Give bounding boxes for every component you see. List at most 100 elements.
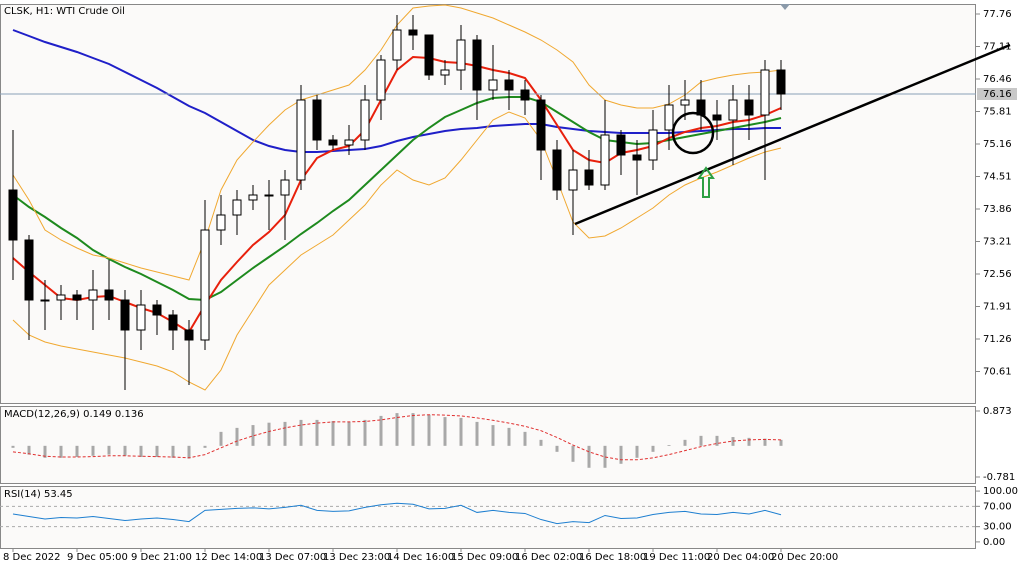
macd-bar: [171, 445, 175, 458]
candle-body: [360, 99, 370, 141]
macd-bar: [443, 417, 447, 446]
x-tick-label: 16 Dec 18:00: [579, 552, 646, 563]
candle-body: [168, 314, 178, 331]
candle-body: [328, 139, 338, 146]
macd-bar: [699, 435, 703, 446]
indicator-line: [12, 111, 782, 391]
candle-body: [248, 194, 258, 201]
macd-panel: [0, 406, 976, 484]
macd-bar: [779, 439, 783, 446]
macd-bar: [331, 421, 335, 446]
macd-bar: [155, 445, 159, 458]
candle-body: [744, 99, 754, 116]
macd-bar: [395, 413, 399, 446]
macd-bar: [347, 421, 351, 446]
candle-body: [504, 79, 514, 91]
candle-body: [104, 289, 114, 301]
macd-bar: [11, 445, 15, 448]
macd-bar: [75, 445, 79, 458]
candle-body: [312, 99, 322, 141]
macd-bar: [587, 445, 591, 468]
y-tick-label: -0.781: [983, 472, 1015, 483]
up-arrow: [697, 166, 715, 198]
candle-body: [216, 214, 226, 231]
current-price-label: 76.16: [983, 89, 1012, 100]
macd-bar: [267, 422, 271, 446]
x-tick-label: 12 Dec 14:00: [195, 552, 262, 563]
y-tick-label: 0.00: [983, 537, 1005, 548]
candle-body: [200, 229, 210, 341]
candle-body: [728, 99, 738, 121]
macd-bar: [139, 445, 143, 458]
current-price-box: [977, 88, 1017, 100]
y-tick-label: 100.00: [983, 486, 1018, 497]
x-tick-label: 16 Dec 02:00: [515, 552, 582, 563]
candle-body: [584, 169, 594, 186]
macd-bar: [635, 445, 639, 458]
macd-bar: [251, 425, 255, 446]
y-tick-label: 75.81: [983, 107, 1012, 118]
macd-bar: [683, 439, 687, 446]
macd-bar: [379, 415, 383, 446]
rsi-title: RSI(14) 53.45: [4, 489, 73, 500]
macd-bar: [491, 425, 495, 446]
macd-bar: [603, 445, 607, 468]
candle-body: [776, 69, 786, 95]
x-tick-label: 13 Dec 07:00: [259, 552, 326, 563]
price-panel: [0, 4, 976, 404]
macd-bar: [763, 438, 767, 446]
x-tick-label: 9 Dec 05:00: [67, 552, 128, 563]
y-tick-label: 70.00: [983, 501, 1012, 512]
macd-bar: [299, 419, 303, 446]
y-tick-label: 0.873: [983, 406, 1012, 417]
candle-body: [376, 59, 386, 101]
candle-body: [664, 104, 674, 131]
candle-body: [648, 129, 658, 161]
candle-body: [472, 39, 482, 91]
macd-bar: [283, 421, 287, 446]
candle-body: [616, 134, 626, 156]
shift-marker: [780, 4, 790, 10]
macd-bar: [411, 413, 415, 446]
x-tick-label: 20 Dec 20:00: [771, 552, 838, 563]
candle-body: [24, 239, 34, 301]
macd-bar: [523, 431, 527, 446]
candle-body: [8, 189, 18, 241]
candle-body: [552, 149, 562, 191]
candle-body: [392, 29, 402, 61]
trend-line: [574, 43, 1011, 226]
candle-body: [488, 79, 498, 91]
y-tick-label: 77.76: [983, 9, 1012, 20]
macd-bar: [475, 421, 479, 446]
y-tick-label: 73.21: [983, 237, 1012, 248]
macd-bar: [715, 435, 719, 446]
macd-bar: [43, 445, 47, 458]
rsi-line: [12, 502, 782, 525]
candle-body: [296, 99, 306, 181]
candle-body: [40, 299, 50, 302]
x-tick-label: 15 Dec 09:00: [451, 552, 518, 563]
candle-body: [408, 29, 418, 36]
y-tick-label: 30.00: [983, 522, 1012, 533]
x-tick-label: 13 Dec 23:00: [323, 552, 390, 563]
candle-body: [56, 294, 66, 301]
y-tick-label: 74.51: [983, 172, 1012, 183]
macd-bar: [747, 437, 751, 446]
candle-body: [280, 179, 290, 196]
x-tick-label: 19 Dec 11:00: [643, 552, 710, 563]
candle-body: [680, 99, 690, 106]
y-tick-label: 72.56: [983, 269, 1012, 280]
candle-body: [456, 39, 466, 71]
macd-bar: [427, 414, 431, 446]
candle-body: [760, 69, 770, 116]
macd-bar: [619, 445, 623, 464]
y-tick-label: 73.86: [983, 204, 1012, 215]
macd-bar: [235, 427, 239, 446]
macd-bar: [203, 445, 207, 448]
macd-bar: [219, 431, 223, 446]
x-tick-label: 8 Dec 2022: [3, 552, 61, 563]
y-tick-label: 71.26: [983, 334, 1012, 345]
macd-title: MACD(12,26,9) 0.149 0.136: [4, 409, 144, 420]
candle-body: [536, 99, 546, 151]
